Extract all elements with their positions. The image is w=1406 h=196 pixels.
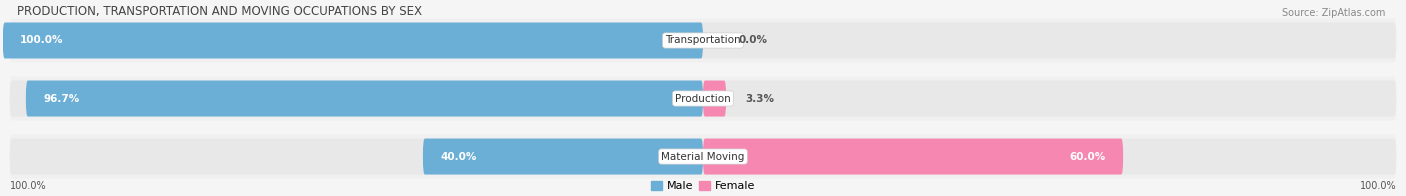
FancyBboxPatch shape bbox=[703, 81, 725, 116]
Text: 0.0%: 0.0% bbox=[738, 35, 768, 45]
Text: Source: ZipAtlas.com: Source: ZipAtlas.com bbox=[1281, 8, 1385, 18]
FancyBboxPatch shape bbox=[10, 23, 1396, 58]
FancyBboxPatch shape bbox=[25, 81, 703, 116]
Text: 100.0%: 100.0% bbox=[1360, 181, 1396, 191]
FancyBboxPatch shape bbox=[10, 81, 1396, 116]
FancyBboxPatch shape bbox=[423, 139, 703, 174]
Text: 40.0%: 40.0% bbox=[440, 152, 477, 162]
Text: Transportation: Transportation bbox=[665, 35, 741, 45]
FancyBboxPatch shape bbox=[3, 23, 703, 58]
Text: Production: Production bbox=[675, 93, 731, 103]
FancyBboxPatch shape bbox=[703, 139, 1123, 174]
Text: 100.0%: 100.0% bbox=[10, 181, 46, 191]
Text: 3.3%: 3.3% bbox=[745, 93, 775, 103]
Legend: Male, Female: Male, Female bbox=[647, 177, 759, 196]
Text: 60.0%: 60.0% bbox=[1070, 152, 1105, 162]
Text: 100.0%: 100.0% bbox=[20, 35, 63, 45]
FancyBboxPatch shape bbox=[10, 18, 1396, 63]
FancyBboxPatch shape bbox=[10, 76, 1396, 121]
FancyBboxPatch shape bbox=[10, 134, 1396, 179]
Text: Material Moving: Material Moving bbox=[661, 152, 745, 162]
Text: 96.7%: 96.7% bbox=[44, 93, 80, 103]
FancyBboxPatch shape bbox=[10, 139, 1396, 174]
Text: PRODUCTION, TRANSPORTATION AND MOVING OCCUPATIONS BY SEX: PRODUCTION, TRANSPORTATION AND MOVING OC… bbox=[17, 5, 422, 17]
